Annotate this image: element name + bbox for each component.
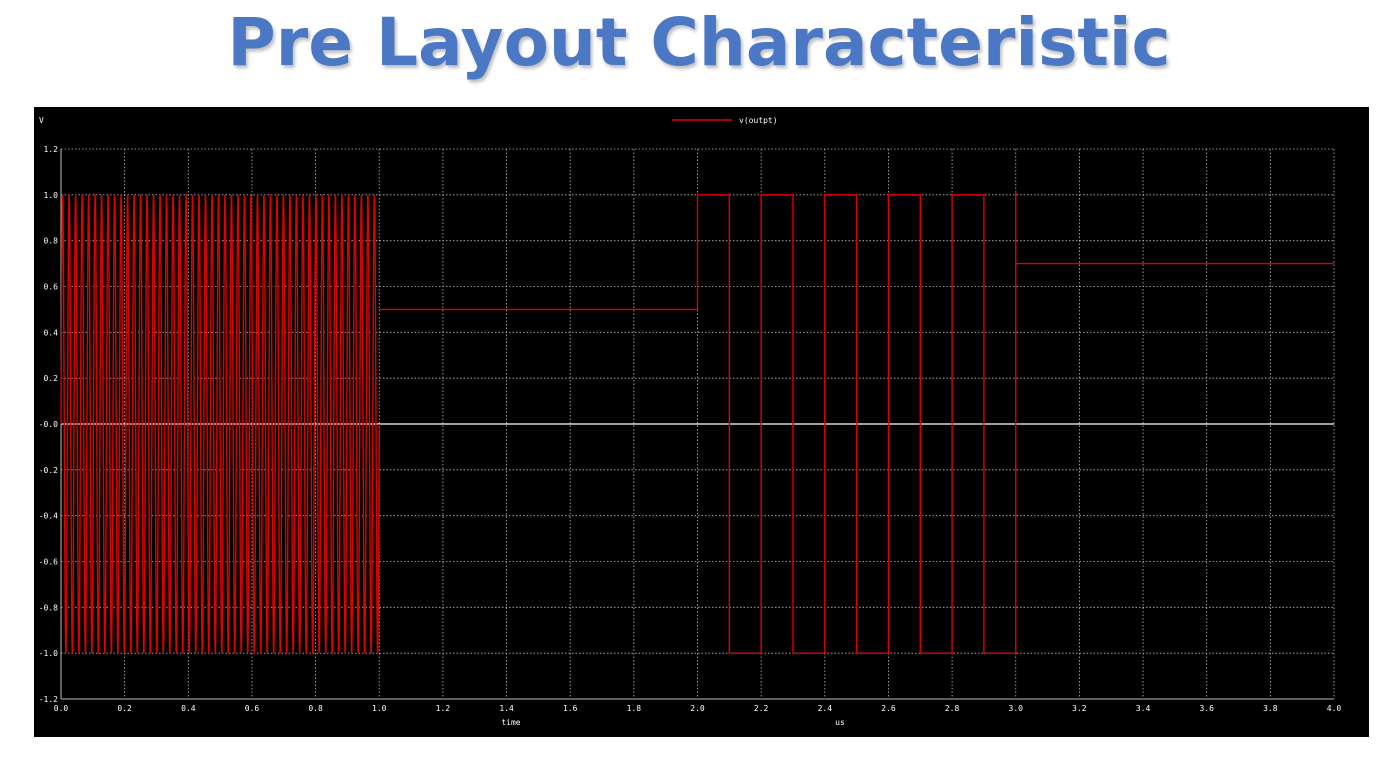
y-tick-label: -0.8: [39, 603, 58, 612]
x-tick-label: 2.8: [945, 704, 960, 713]
x-axis-label: time: [501, 718, 520, 727]
x-tick-label: 2.4: [818, 704, 833, 713]
legend-label: v(outpt): [739, 116, 778, 125]
x-tick-label: 0.0: [54, 704, 69, 713]
series-line-polyline: [379, 190, 1334, 654]
x-tick-label: 1.2: [436, 704, 451, 713]
x-tick-label: 0.8: [308, 704, 323, 713]
x-tick-label: 1.4: [499, 704, 514, 713]
y-tick-label: 0.6: [44, 283, 59, 292]
x-unit-label: us: [835, 718, 845, 727]
x-tick-label: 0.6: [245, 704, 260, 713]
y-tick-label: 0.4: [44, 328, 59, 337]
page-title: Pre Layout Characteristic: [227, 4, 1171, 81]
legend: v(outpt): [672, 116, 778, 125]
x-tick-label: 0.4: [181, 704, 196, 713]
y-tick-label: -0.2: [39, 466, 58, 475]
waveform-plot: 0.0 0.2 0.4 0.6 0.8 1.0 1.2 1.4 1.6 1.8 2.0 2.2 2.4 2…: [34, 107, 1369, 737]
x-tick-label: 3.4: [1136, 704, 1151, 713]
series-layer: [60, 190, 1334, 656]
x-tick-label: 2.6: [881, 704, 896, 713]
waveform-chart: 0.0 0.2 0.4 0.6 0.8 1.0 1.2 1.4 1.6 1.8 2.0 2.2 2.4 2…: [39, 116, 1342, 727]
x-tick-label: 1.0: [372, 704, 387, 713]
tick-labels: 0.0 0.2 0.4 0.6 0.8 1.0 1.2 1.4 1.6 1.8 2.0 2.2 2.4 2…: [39, 145, 1342, 713]
y-tick-label: 1.0: [44, 191, 59, 200]
x-tick-label: 3.0: [1009, 704, 1024, 713]
x-tick-label: 1.8: [627, 704, 642, 713]
x-tick-label: 3.8: [1263, 704, 1278, 713]
y-tick-label: -0.6: [39, 558, 58, 567]
y-tick-label: -1.2: [39, 695, 58, 704]
x-tick-label: 0.2: [117, 704, 132, 713]
y-tick-label: -0.4: [39, 512, 58, 521]
y-tick-label: 0.2: [44, 374, 59, 383]
y-tick-label: 0.8: [44, 237, 59, 246]
x-tick-label: 2.2: [754, 704, 769, 713]
x-tick-label: 2.0: [690, 704, 705, 713]
x-tick-label: 3.2: [1072, 704, 1087, 713]
x-tick-label: 1.6: [563, 704, 578, 713]
x-tick-label: 4.0: [1327, 704, 1342, 713]
y-tick-label: 1.2: [44, 145, 59, 154]
y-unit-label: V: [39, 116, 44, 125]
y-tick-label: -1.0: [39, 649, 58, 658]
x-tick-label: 3.6: [1199, 704, 1214, 713]
y-tick-label: -0.0: [39, 420, 58, 429]
series-line-sine: [60, 192, 380, 656]
